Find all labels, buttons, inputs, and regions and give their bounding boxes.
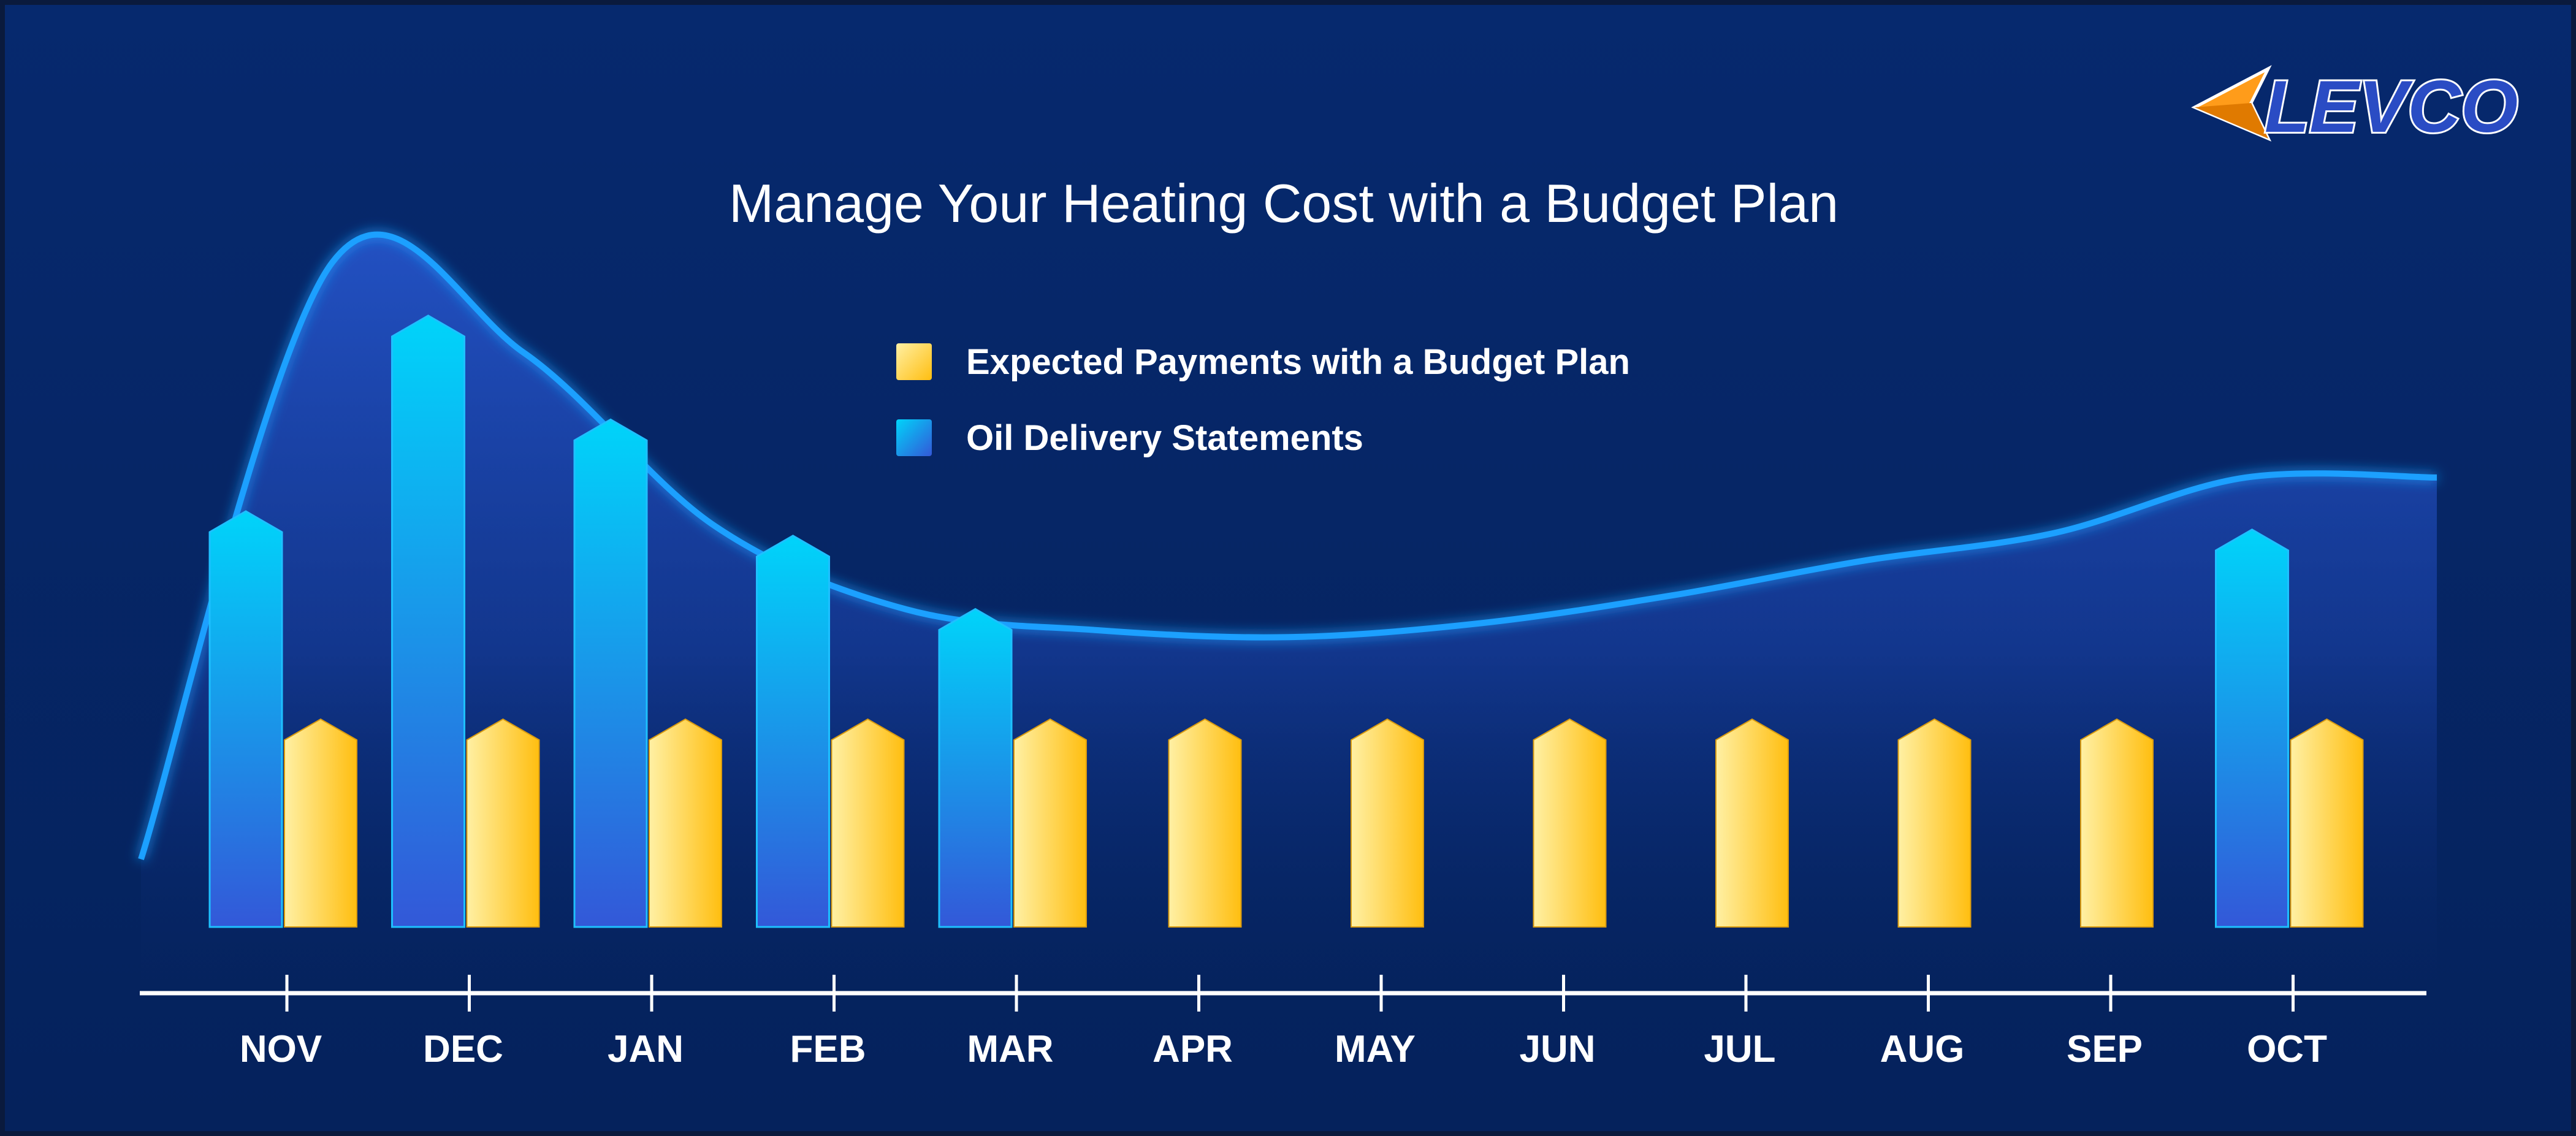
- x-tick-label-mar: MAR: [967, 1028, 1053, 1070]
- bar-oil-oct: [2215, 528, 2289, 928]
- bar-budget-nov: [284, 718, 357, 928]
- x-tick-label-sep: SEP: [2067, 1028, 2143, 1070]
- bar-oil-jan: [573, 418, 648, 928]
- bar-oil-mar: [938, 608, 1013, 928]
- seasonal-curve-line: [138, 231, 2437, 861]
- x-tick-label-jun: JUN: [1519, 1028, 1595, 1070]
- legend-swatch-budget: [896, 343, 932, 380]
- x-tick-label-jan: JAN: [608, 1028, 684, 1070]
- legend: Expected Payments with a Budget Plan Oil…: [896, 342, 1630, 458]
- logo-wordmark: LEVCO: [2265, 66, 2518, 148]
- x-tick-label-jul: JUL: [1704, 1028, 1775, 1070]
- bar-budget-oct: [2290, 718, 2364, 928]
- x-tick-label-oct: OCT: [2247, 1028, 2327, 1070]
- bar-budget-sep: [2080, 718, 2154, 928]
- legend-swatch-oil: [896, 419, 932, 456]
- x-tick-label-feb: FEB: [790, 1028, 866, 1070]
- logo-arrow-shade: [2195, 103, 2268, 139]
- bar-budget-jul: [1715, 718, 1789, 928]
- bar-budget-apr: [1168, 718, 1242, 928]
- chart-title: Manage Your Heating Cost with a Budget P…: [729, 173, 1839, 234]
- bar-budget-mar: [1013, 718, 1087, 928]
- x-tick-label-may: MAY: [1335, 1028, 1416, 1070]
- bar-budget-dec: [466, 718, 540, 928]
- bar-budget-feb: [831, 718, 905, 928]
- x-tick-label-dec: DEC: [423, 1028, 503, 1070]
- bar-budget-aug: [1897, 718, 1972, 928]
- x-axis: NOV DEC JAN FEB MAR APR MAY JUN JUL AUG SEP OCT: [140, 975, 2426, 1070]
- legend-label-oil: Oil Delivery Statements: [966, 418, 1363, 458]
- bar-budget-jan: [649, 718, 722, 928]
- bars-group: [208, 314, 2364, 928]
- x-tick-label-nov: NOV: [240, 1028, 322, 1070]
- x-tick-label-aug: AUG: [1880, 1028, 1965, 1070]
- legend-label-budget: Expected Payments with a Budget Plan: [966, 342, 1630, 382]
- levco-logo: LEVCO: [2191, 64, 2520, 150]
- bar-budget-jun: [1533, 718, 1607, 928]
- x-tick-label-apr: APR: [1153, 1028, 1233, 1070]
- bar-budget-may: [1351, 718, 1424, 928]
- bar-oil-feb: [756, 535, 830, 928]
- bar-oil-nov: [208, 510, 283, 928]
- bar-oil-dec: [391, 314, 465, 928]
